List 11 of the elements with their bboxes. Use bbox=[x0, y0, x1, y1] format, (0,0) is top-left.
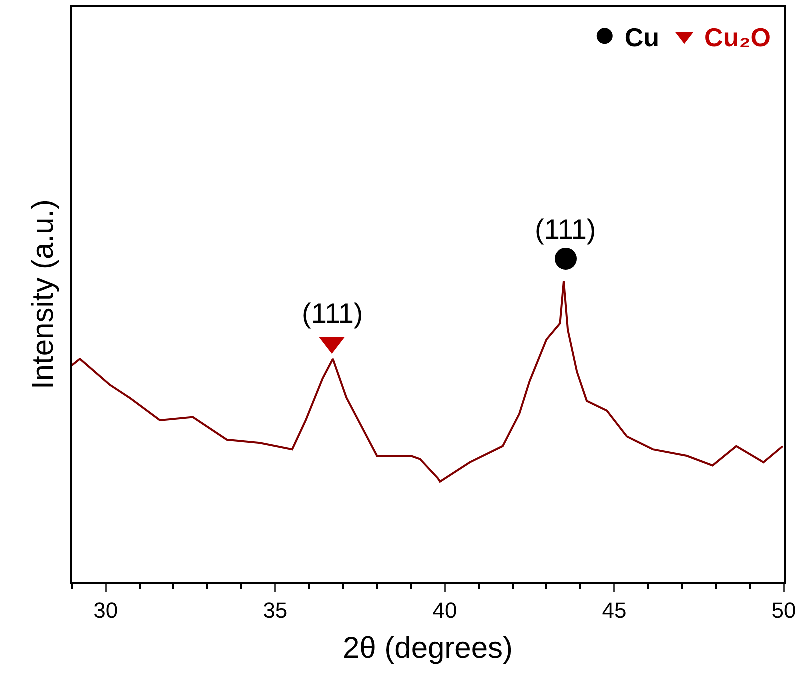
legend-label: Cu₂O bbox=[704, 22, 771, 52]
x-tick-label: 45 bbox=[602, 598, 627, 624]
legend-label: Cu bbox=[624, 22, 660, 52]
x-tick-label: 40 bbox=[432, 598, 458, 624]
x-tick-label: 30 bbox=[94, 598, 118, 624]
x-tick-label: 35 bbox=[263, 598, 288, 624]
x-tick-label: 50 bbox=[772, 598, 796, 624]
x-axis-title: 2θ (degrees) bbox=[342, 632, 514, 666]
y-axis-title: Intensity (a.u.) bbox=[26, 199, 60, 390]
annotation: (111) bbox=[302, 298, 364, 329]
annotation: (111) bbox=[535, 214, 596, 245]
